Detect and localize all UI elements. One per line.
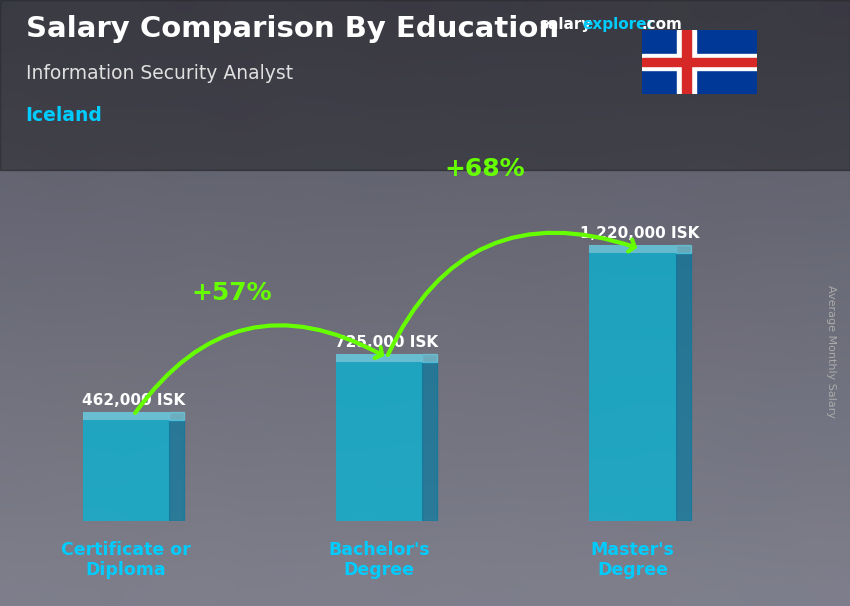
Bar [336, 362, 422, 521]
Bar [676, 253, 690, 521]
Bar [642, 58, 756, 66]
Bar [169, 420, 184, 521]
Bar [422, 354, 438, 362]
Bar [589, 253, 676, 521]
Bar [83, 420, 169, 521]
Bar [589, 245, 676, 253]
Bar [682, 30, 691, 94]
Text: .com: .com [642, 17, 683, 32]
Bar [169, 412, 184, 420]
Text: +68%: +68% [445, 157, 524, 181]
Bar [642, 54, 756, 70]
Text: 1,220,000 ISK: 1,220,000 ISK [581, 226, 700, 241]
Bar [83, 412, 169, 420]
Bar [677, 30, 696, 94]
Text: Average Monthly Salary: Average Monthly Salary [826, 285, 836, 418]
Bar [422, 362, 438, 521]
Bar [676, 245, 690, 253]
Text: +57%: +57% [191, 281, 272, 305]
Text: 725,000 ISK: 725,000 ISK [335, 335, 439, 350]
Bar [336, 354, 422, 362]
Text: salary: salary [540, 17, 592, 32]
Text: 462,000 ISK: 462,000 ISK [82, 393, 185, 408]
Text: Iceland: Iceland [26, 106, 102, 125]
Text: Salary Comparison By Education: Salary Comparison By Education [26, 15, 558, 43]
Text: explorer: explorer [582, 17, 654, 32]
Text: Information Security Analyst: Information Security Analyst [26, 64, 292, 82]
